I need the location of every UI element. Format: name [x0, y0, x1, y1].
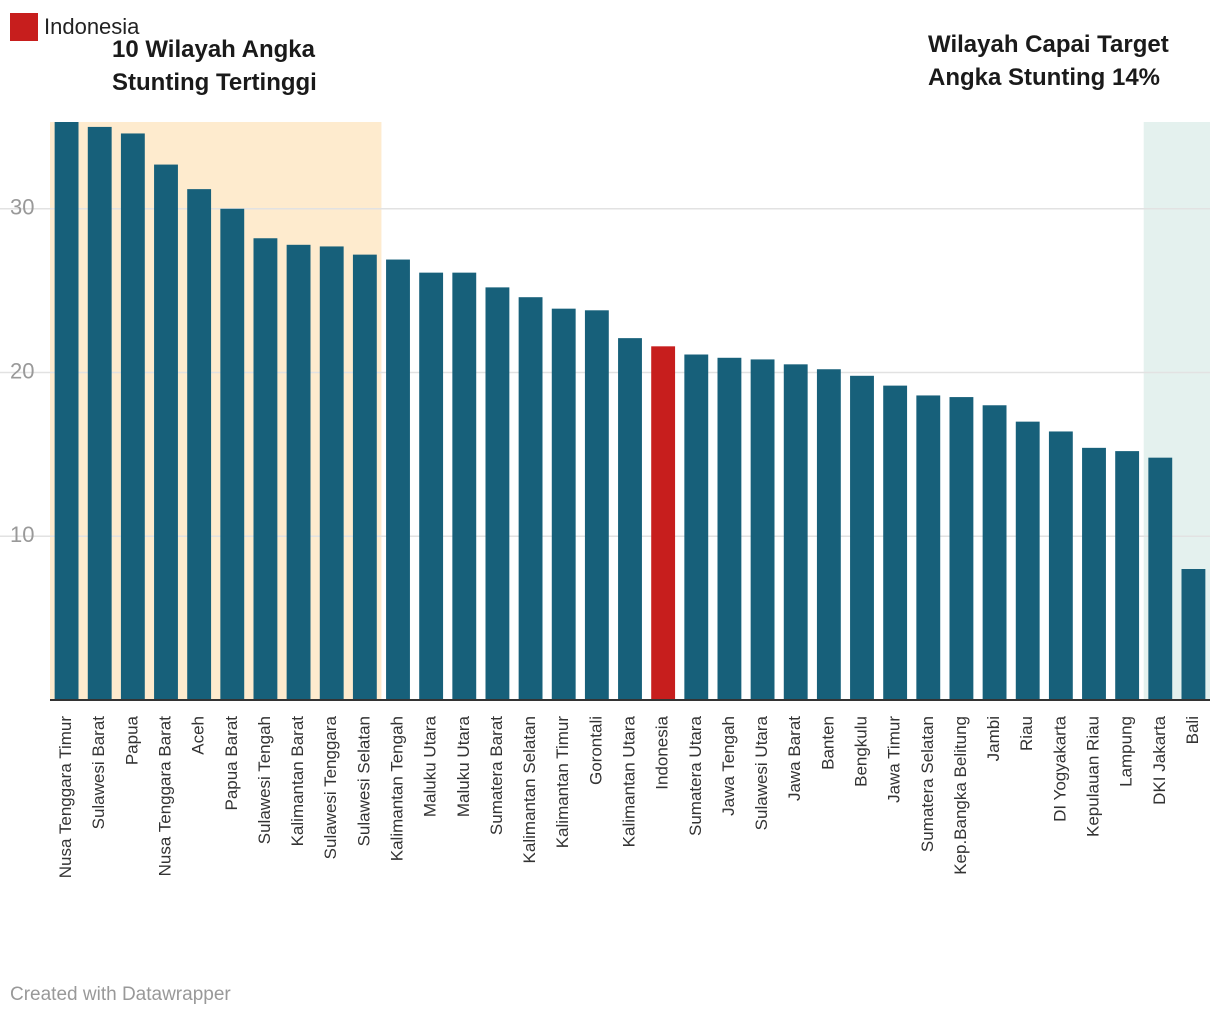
x-tick-label: Nusa Tenggara Barat — [155, 716, 174, 877]
bar-indonesia — [651, 346, 676, 700]
x-tick-label: Bali — [1183, 716, 1202, 744]
bar-jawa-barat — [783, 364, 808, 700]
bar-kalimantan-utara — [618, 338, 642, 700]
bar-kalimantan-timur — [551, 308, 576, 700]
x-tick-label: Sulawesi Selatan — [354, 716, 373, 846]
x-tick-label: Sulawesi Utara — [752, 715, 771, 830]
bar-sulawesi-tengah — [253, 238, 278, 701]
bar-gorontali — [584, 310, 609, 700]
bar-maluku-utara — [419, 272, 444, 700]
legend-swatch-indonesia — [10, 13, 38, 41]
x-tick-label: DI Yogyakarta — [1050, 715, 1069, 821]
x-tick-label: Kalimantan Timur — [553, 716, 572, 849]
bar-sulawesi-tenggara — [319, 246, 344, 700]
x-tick-label: Sulawesi Barat — [89, 716, 108, 830]
bar-bali — [1181, 569, 1206, 700]
bar-sumatera-barat — [485, 287, 510, 700]
bar-aceh — [187, 189, 212, 700]
bar-kalimantan-tengah — [386, 259, 410, 700]
x-tick-label: Bengkulu — [851, 716, 870, 787]
bar-papua-barat — [220, 208, 245, 701]
x-tick-label: Maluku Utara — [454, 715, 473, 817]
x-tick-label: Papua Barat — [222, 716, 241, 811]
bar-banten — [816, 369, 841, 700]
bar-kalimantan-barat — [286, 244, 311, 700]
bar-di-yogyakarta — [1048, 431, 1073, 700]
legend-label-indonesia: Indonesia — [44, 14, 140, 39]
bar-sulawesi-barat — [87, 126, 112, 701]
annotation-target-reached: Wilayah Capai Target Angka Stunting 14% — [928, 31, 1169, 91]
bar-papua — [120, 133, 145, 700]
bar-kalimantan-selatan — [518, 297, 543, 700]
bar-jawa-timur — [883, 385, 908, 700]
x-tick-label: Sumatera Barat — [487, 716, 506, 835]
annotation-highest-stunting: 10 Wilayah Angka Stunting Tertinggi — [112, 36, 317, 96]
bar-nusa-tenggara-barat — [154, 164, 178, 700]
footer-credit: Created with Datawrapper — [10, 984, 231, 1005]
x-tick-label: Kalimantan Barat — [288, 716, 307, 847]
bar-sulawesi-utara — [750, 359, 775, 700]
y-tick-label: 10 — [10, 522, 34, 547]
x-tick-label: Jambi — [984, 716, 1003, 761]
x-tick-label: Jawa Barat — [785, 716, 804, 801]
bar-dki-jakarta — [1148, 457, 1173, 700]
bar-kepulauan-riau — [1082, 447, 1106, 700]
x-tick-label: Gorontali — [586, 716, 605, 785]
x-tick-label: Maluku Utara — [421, 715, 440, 817]
x-tick-label: Kalimantan Utara — [619, 715, 638, 847]
x-tick-label: DKI Jakarta — [1150, 715, 1169, 804]
y-tick-label: 20 — [10, 358, 34, 383]
bar-riau — [1015, 421, 1040, 700]
bar-nusa-tenggara-timur — [54, 122, 79, 700]
x-tick-label: Sulawesi Tengah — [255, 716, 274, 844]
x-tick-label: Jawa Tengah — [719, 716, 738, 816]
x-tick-label: Nusa Tenggara Timur — [56, 716, 75, 879]
y-tick-label: 30 — [10, 195, 34, 220]
x-tick-label: Kepulauan Riau — [1083, 716, 1102, 837]
bar-lampung — [1115, 451, 1140, 700]
bar-sulawesi-selatan — [352, 254, 377, 700]
x-tick-label: Lampung — [1117, 716, 1136, 787]
x-tick-label: Jawa Timur — [885, 716, 904, 803]
bar-sumatera-selatan — [916, 395, 941, 700]
bar-kep-bangka-belitung — [949, 397, 974, 700]
x-tick-label: Kalimantan Selatan — [520, 716, 539, 863]
x-tick-label: Sumatera Utara — [686, 715, 705, 836]
x-tick-label: Kep.Bangka Belitung — [951, 716, 970, 875]
x-tick-label: Sulawesi Tenggara — [321, 715, 340, 859]
x-tick-label: Kalimantan Tengah — [387, 716, 406, 861]
bar-jambi — [982, 405, 1007, 700]
bar-sumatera-utara — [684, 354, 709, 700]
x-tick-label: Sumatera Selatan — [918, 716, 937, 852]
bar-bengkulu — [850, 375, 874, 700]
legend: Indonesia — [10, 13, 139, 41]
bar-maluku-utara — [452, 272, 477, 700]
x-tick-label: Riau — [1017, 716, 1036, 751]
x-tick-label: Banten — [818, 716, 837, 770]
x-tick-label: Indonesia — [653, 715, 672, 789]
x-tick-label: Papua — [122, 715, 141, 765]
x-tick-label: Aceh — [189, 716, 208, 755]
bar-jawa-tengah — [717, 357, 742, 700]
